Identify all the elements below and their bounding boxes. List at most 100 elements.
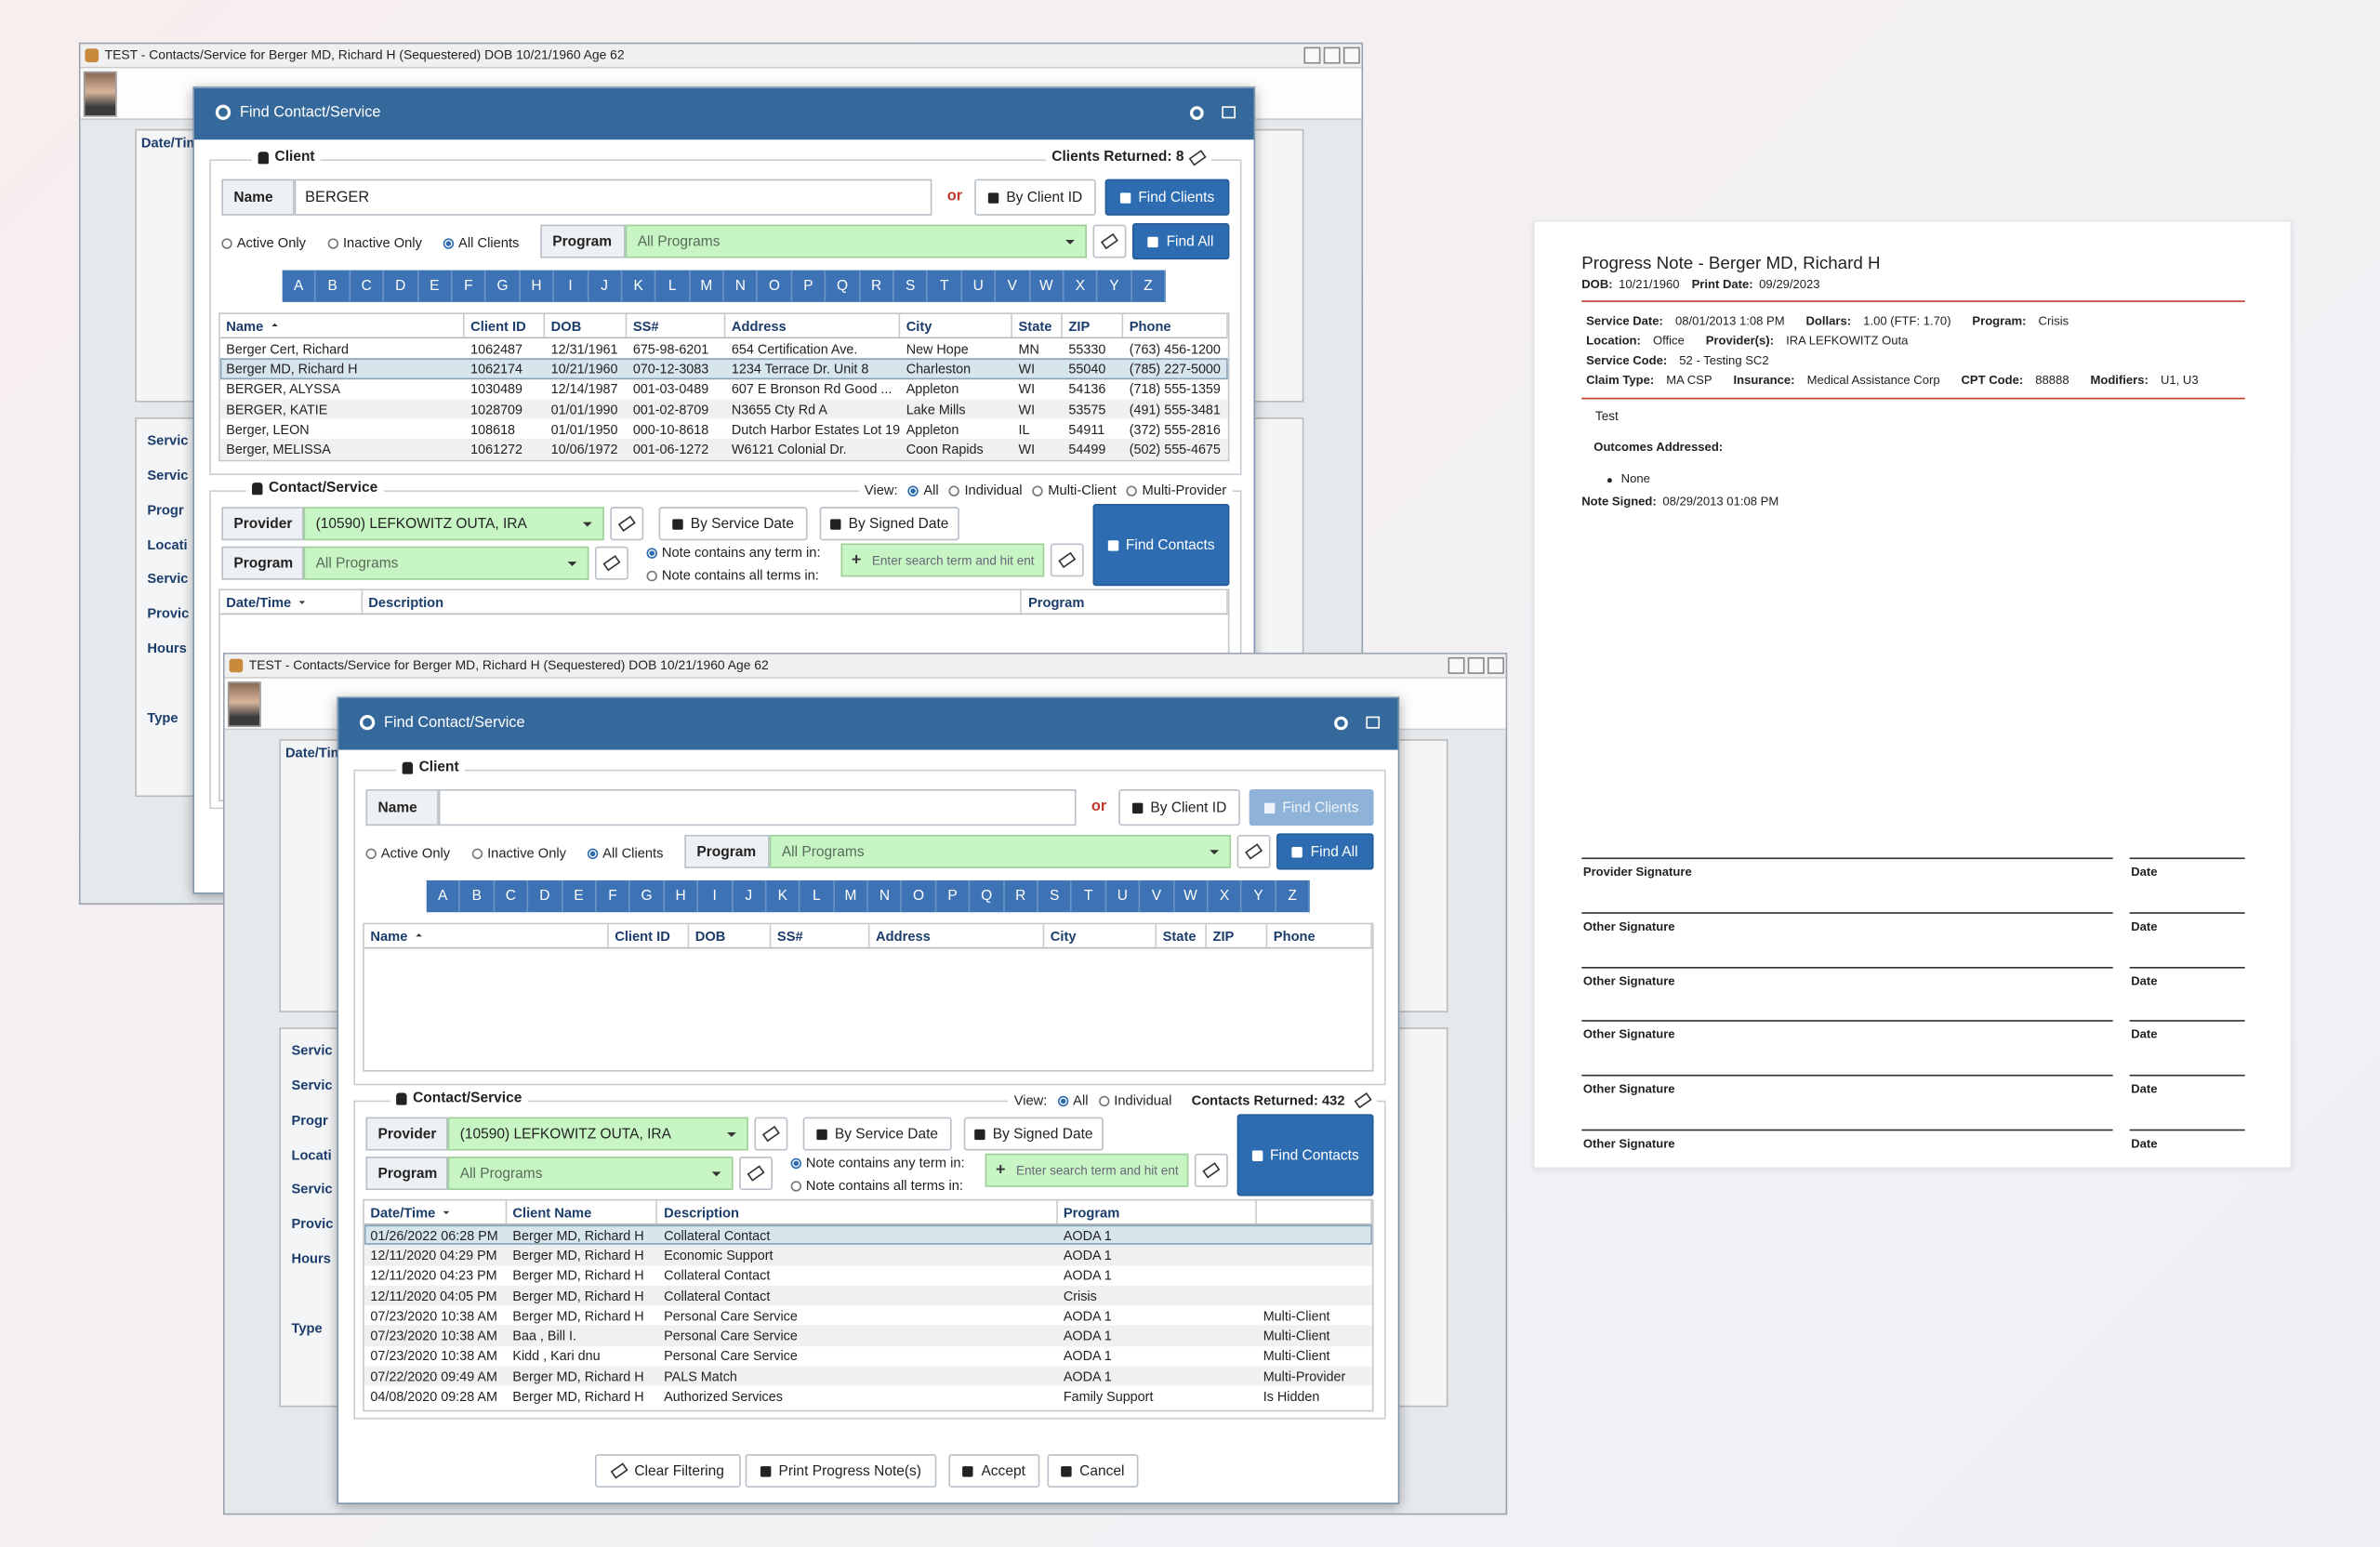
letter-button[interactable]: E [562, 879, 597, 913]
table-row[interactable]: 01/26/2022 06:28 PM Berger MD, Richard H C… [364, 1224, 1372, 1246]
table-row[interactable]: 07/23/2020 10:38 AM Kidd , Kari dnu Person… [364, 1346, 1372, 1367]
view-option[interactable]: Individual [1098, 1093, 1171, 1108]
find-contacts-button[interactable]: Find Contacts [1092, 504, 1230, 587]
column-header[interactable]: DOB [545, 313, 628, 337]
table-row[interactable]: 07/22/2020 09:49 AM Berger MD, Richard H P… [364, 1366, 1372, 1387]
letter-button[interactable]: M [834, 879, 869, 913]
maximize-button[interactable] [1366, 716, 1381, 729]
letter-button[interactable]: F [597, 879, 631, 913]
letter-button[interactable]: G [630, 879, 665, 913]
search-input[interactable]: + Enter search term and hit ent [840, 543, 1045, 577]
close-button[interactable] [1487, 656, 1504, 674]
letter-button[interactable]: Y [1242, 879, 1276, 913]
column-header[interactable]: Phone [1123, 313, 1228, 337]
by-signed-date-button[interactable]: By Signed Date [963, 1117, 1104, 1151]
letter-button[interactable]: T [1072, 879, 1106, 913]
letter-button[interactable]: S [894, 270, 929, 302]
column-header[interactable]: Date/Time [220, 590, 363, 614]
by-service-date-button[interactable]: By Service Date [802, 1117, 952, 1151]
letter-button[interactable]: D [528, 879, 562, 913]
clear-button[interactable] [1092, 224, 1127, 258]
find-clients-button[interactable]: Find Clients [1249, 788, 1374, 826]
restore-button[interactable] [1323, 46, 1341, 64]
table-row[interactable]: 07/23/2020 10:38 AM Baa , Bill I. Personal… [364, 1326, 1372, 1346]
letter-button[interactable]: W [1174, 879, 1209, 913]
footer-button[interactable]: Clear Filtering [594, 1454, 741, 1488]
column-header[interactable]: ZIP [1063, 313, 1124, 337]
letter-button[interactable]: D [384, 270, 418, 302]
table-row[interactable]: 04/08/2020 09:28 AM Berger MD, Richard H A… [364, 1386, 1372, 1407]
view-option[interactable]: Multi-Provider [1127, 483, 1226, 498]
column-header[interactable]: Name [364, 924, 609, 947]
note-mode[interactable]: Note contains all terms in: [790, 1178, 963, 1193]
table-row[interactable]: Berger, MELISSA 1061272 10/06/1972 001-06-1… [219, 439, 1228, 460]
column-header[interactable]: Program [1022, 590, 1228, 614]
column-header[interactable]: Client ID [465, 313, 546, 337]
view-option[interactable]: All [1057, 1093, 1089, 1108]
search-input[interactable]: + Enter search term and hit ent [985, 1153, 1189, 1187]
clear-button[interactable] [1194, 1153, 1228, 1187]
letter-button[interactable]: C [350, 270, 385, 302]
letter-button[interactable]: Z [1276, 879, 1311, 913]
clear-button[interactable] [594, 546, 628, 580]
letter-button[interactable]: J [588, 270, 623, 302]
letter-button[interactable]: O [903, 879, 937, 913]
client-filter[interactable]: Inactive Only [327, 235, 422, 250]
letter-button[interactable]: I [554, 270, 588, 302]
program-select[interactable]: All Programs [769, 834, 1232, 868]
letter-button[interactable]: L [800, 879, 835, 913]
restore-button[interactable] [1467, 656, 1485, 674]
letter-button[interactable]: H [665, 879, 699, 913]
letter-button[interactable]: Z [1132, 270, 1167, 302]
letter-button[interactable]: P [936, 879, 971, 913]
contact-program-select[interactable]: All Programs [447, 1157, 734, 1190]
table-row[interactable]: 12/11/2020 04:23 PM Berger MD, Richard H C… [364, 1265, 1372, 1286]
program-select[interactable]: All Programs [625, 224, 1087, 258]
table-row[interactable]: 12/11/2020 04:29 PM Berger MD, Richard H E… [364, 1245, 1372, 1265]
zoom-button[interactable] [1334, 716, 1348, 731]
find-all-button[interactable]: Find All [1276, 833, 1374, 870]
client-filter[interactable]: Active Only [365, 845, 450, 861]
table-row[interactable]: BERGER, KATIE 1028709 01/01/1990 001-02-870… [219, 399, 1228, 419]
zoom-button[interactable] [1189, 106, 1204, 120]
client-filter[interactable]: Inactive Only [471, 845, 566, 861]
letter-button[interactable]: V [996, 270, 1030, 302]
letter-button[interactable]: U [1106, 879, 1141, 913]
note-mode[interactable]: Note contains any term in: [646, 545, 821, 560]
column-header[interactable]: City [900, 313, 1012, 337]
column-header[interactable]: SS# [771, 924, 870, 947]
letter-button[interactable]: Q [826, 270, 861, 302]
letter-button[interactable]: B [316, 270, 350, 302]
column-header[interactable]: DOB [689, 924, 772, 947]
clear-button[interactable] [754, 1117, 788, 1151]
by-client-id-button[interactable]: By Client ID [1118, 788, 1240, 826]
letter-button[interactable]: E [418, 270, 453, 302]
column-header[interactable]: Date/Time [364, 1200, 507, 1223]
letter-button[interactable]: T [928, 270, 962, 302]
column-header[interactable]: Address [725, 313, 901, 337]
letter-button[interactable]: J [733, 879, 767, 913]
letter-button[interactable]: R [1004, 879, 1038, 913]
letter-button[interactable]: S [1038, 879, 1073, 913]
contact-program-select[interactable]: All Programs [303, 546, 589, 580]
letter-button[interactable]: I [698, 879, 733, 913]
column-header[interactable]: State [1012, 313, 1063, 337]
letter-button[interactable]: N [868, 879, 903, 913]
letter-button[interactable]: B [460, 879, 495, 913]
footer-button[interactable]: Cancel [1047, 1454, 1139, 1488]
provider-select[interactable]: (10590) LEFKOWITZ OUTA, IRA [303, 507, 604, 541]
table-row[interactable]: BERGER, ALYSSA 1030489 12/14/1987 001-03-04… [220, 378, 1228, 399]
column-header[interactable] [1257, 1200, 1372, 1223]
view-option[interactable]: Individual [949, 483, 1023, 498]
column-header[interactable]: Client ID [609, 924, 690, 947]
column-header[interactable]: Description [363, 590, 1023, 614]
name-input[interactable]: BERGER [294, 178, 932, 216]
column-header[interactable]: ZIP [1207, 924, 1268, 947]
letter-button[interactable]: L [656, 270, 691, 302]
client-filter[interactable]: Active Only [221, 235, 306, 250]
column-header[interactable]: Program [1057, 1200, 1258, 1223]
letter-button[interactable]: H [521, 270, 555, 302]
letter-button[interactable]: R [860, 270, 894, 302]
note-mode[interactable]: Note contains all terms in: [646, 568, 819, 583]
letter-button[interactable]: A [427, 879, 461, 913]
